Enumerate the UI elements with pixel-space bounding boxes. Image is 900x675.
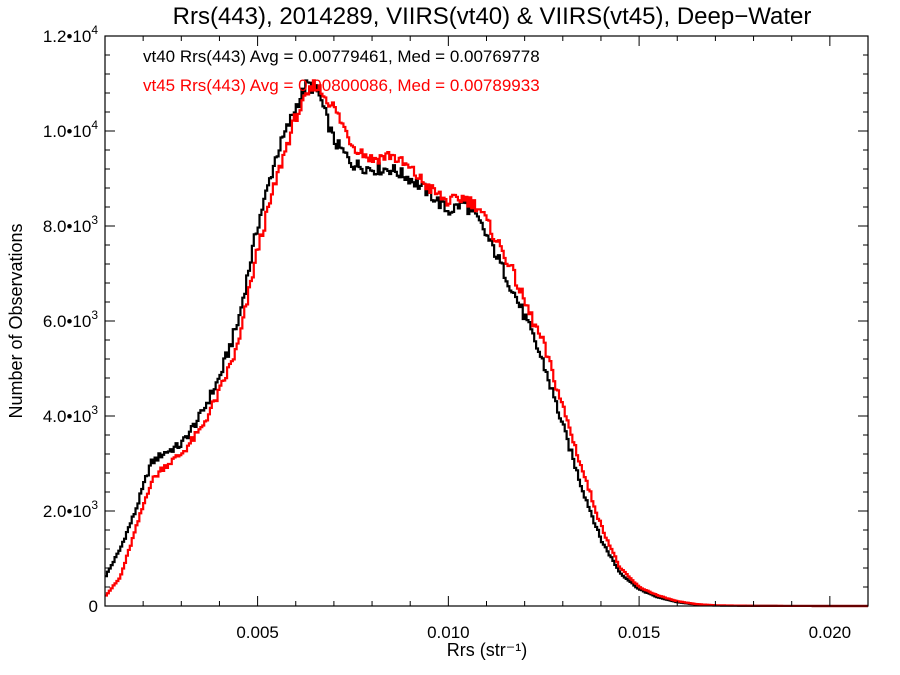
series-layer (105, 79, 868, 608)
y-tick-label: 0 (89, 597, 98, 616)
y-tick-label: 8.0•103 (43, 213, 99, 236)
series-line-2 (105, 79, 868, 608)
y-tick-label: 6.0•103 (43, 308, 99, 331)
y-tick-label: 1.2•104 (43, 23, 99, 46)
tick-layer: 0.005 0.010 0.015 0.020 0 2.0•103 4.0•103 6.0•1… (43, 23, 868, 642)
stats-annotation-2: vt45 Rrs(443) Avg = 0.00800086, Med = 0.… (143, 76, 540, 95)
stats-annotation-1: vt40 Rrs(443) Avg = 0.00779461, Med = 0.… (143, 47, 540, 66)
x-tick-label: 0.005 (236, 623, 279, 642)
x-axis-label: Rrs (str⁻¹) (447, 640, 527, 660)
annotation-layer: vt40 Rrs(443) Avg = 0.00779461, Med = 0.… (143, 47, 540, 95)
y-tick-label: 2.0•103 (43, 498, 99, 521)
x-tick-label: 0.010 (427, 623, 470, 642)
y-tick-label: 4.0•103 (43, 403, 99, 426)
y-tick-label: 1.0•104 (43, 118, 99, 141)
x-tick-label: 0.020 (809, 623, 852, 642)
y-axis-label: Number of Observations (6, 223, 26, 418)
chart-title: Rrs(443), 2014289, VIIRS(vt40) & VIIRS(v… (173, 3, 812, 30)
x-tick-label: 0.015 (618, 623, 661, 642)
